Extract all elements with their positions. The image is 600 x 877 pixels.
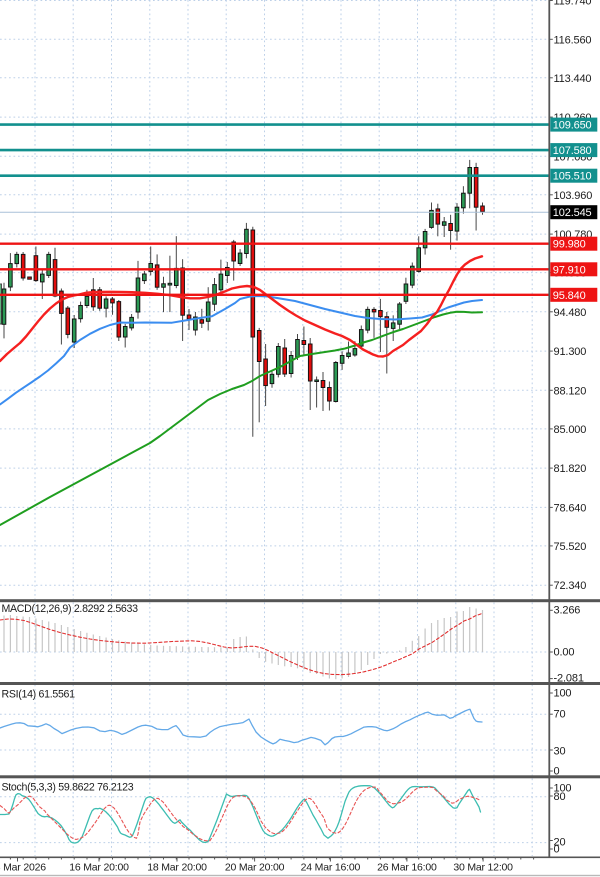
svg-text:95.840: 95.840 <box>553 290 586 302</box>
svg-text:75.520: 75.520 <box>554 541 587 553</box>
svg-text:RSI(14) 61.5561: RSI(14) 61.5561 <box>2 689 76 701</box>
svg-text:3.266: 3.266 <box>554 605 581 617</box>
svg-text:119.740: 119.740 <box>554 0 592 8</box>
svg-text:18 Mar 20:00: 18 Mar 20:00 <box>147 862 207 874</box>
svg-text:102.545: 102.545 <box>553 207 592 219</box>
svg-text:91.300: 91.300 <box>554 346 587 358</box>
svg-text:0: 0 <box>554 844 560 856</box>
svg-text:109.650: 109.650 <box>553 120 592 132</box>
svg-text:78.640: 78.640 <box>554 502 587 514</box>
svg-text:20 Mar 20:00: 20 Mar 20:00 <box>225 862 285 874</box>
svg-text:72.340: 72.340 <box>554 580 587 592</box>
svg-text:113.440: 113.440 <box>554 73 592 85</box>
svg-text:80: 80 <box>554 791 566 803</box>
svg-text:30: 30 <box>554 746 566 758</box>
svg-text:97.910: 97.910 <box>553 264 586 276</box>
svg-text:85.000: 85.000 <box>554 424 587 436</box>
svg-text:0: 0 <box>554 766 560 778</box>
svg-text:-2.081: -2.081 <box>554 673 584 685</box>
svg-text:24 Mar 16:00: 24 Mar 16:00 <box>301 862 361 874</box>
svg-text:107.580: 107.580 <box>553 145 592 157</box>
svg-text:99.980: 99.980 <box>553 239 586 251</box>
svg-text:88.120: 88.120 <box>554 385 587 397</box>
svg-text:105.510: 105.510 <box>553 171 592 183</box>
svg-text:16 Mar 20:00: 16 Mar 20:00 <box>69 862 129 874</box>
svg-text:20: 20 <box>554 837 566 849</box>
svg-text:116.560: 116.560 <box>554 34 592 46</box>
svg-text:Stoch(5,3,3) 59.8622 76.2123: Stoch(5,3,3) 59.8622 76.2123 <box>2 782 134 794</box>
svg-text:94.480: 94.480 <box>554 307 587 319</box>
svg-text:MACD(12,26,9) 2.8292 2.5633: MACD(12,26,9) 2.8292 2.5633 <box>2 603 139 615</box>
svg-text:70: 70 <box>554 709 566 721</box>
svg-text:103.960: 103.960 <box>554 190 593 202</box>
svg-text:30 Mar 12:00: 30 Mar 12:00 <box>453 862 513 874</box>
svg-text:100: 100 <box>554 688 572 700</box>
svg-text:0.00: 0.00 <box>554 647 575 659</box>
svg-text:100: 100 <box>554 783 572 795</box>
svg-text:13 Mar 2026: 13 Mar 2026 <box>0 862 46 874</box>
svg-text:26 Mar 16:00: 26 Mar 16:00 <box>377 862 437 874</box>
svg-text:81.820: 81.820 <box>554 463 587 475</box>
